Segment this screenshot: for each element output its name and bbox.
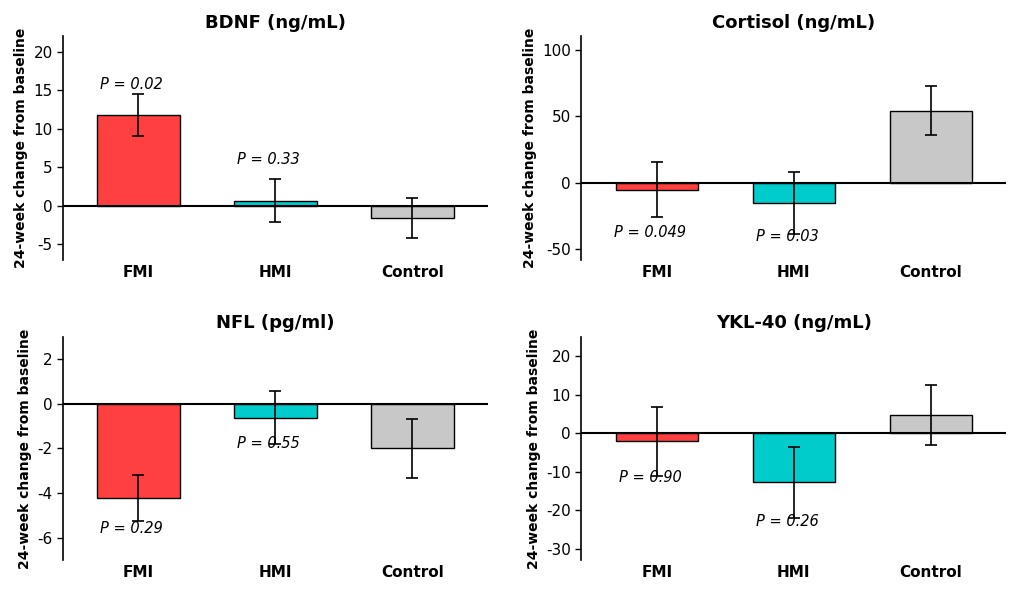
Text: P = 0.55: P = 0.55 (237, 436, 300, 451)
Text: P = 0.90: P = 0.90 (618, 470, 681, 485)
Y-axis label: 24-week change from baseline: 24-week change from baseline (18, 328, 32, 568)
Y-axis label: 24-week change from baseline: 24-week change from baseline (14, 28, 28, 268)
Bar (752, 182, 834, 203)
Bar (97, 115, 179, 206)
Title: YKL-40 (ng/mL): YKL-40 (ng/mL) (715, 314, 871, 333)
Y-axis label: 24-week change from baseline: 24-week change from baseline (526, 328, 540, 568)
Bar (234, 201, 316, 206)
Text: P = 0.29: P = 0.29 (100, 521, 163, 536)
Bar (615, 182, 697, 189)
Title: Cortisol (ng/mL): Cortisol (ng/mL) (711, 14, 874, 32)
Text: P = 0.02: P = 0.02 (100, 77, 163, 91)
Bar (889, 110, 971, 182)
Bar (889, 415, 971, 433)
Bar (371, 206, 453, 219)
Text: P = 0.33: P = 0.33 (237, 152, 300, 168)
Bar (371, 404, 453, 448)
Title: BDNF (ng/mL): BDNF (ng/mL) (205, 14, 345, 32)
Bar (752, 433, 834, 482)
Bar (234, 404, 316, 418)
Y-axis label: 24-week change from baseline: 24-week change from baseline (522, 28, 536, 268)
Text: P = 0.03: P = 0.03 (755, 229, 817, 244)
Title: NFL (pg/ml): NFL (pg/ml) (216, 314, 334, 333)
Bar (97, 404, 179, 498)
Text: P = 0.26: P = 0.26 (755, 514, 817, 529)
Bar (615, 433, 697, 441)
Text: P = 0.049: P = 0.049 (613, 225, 685, 240)
